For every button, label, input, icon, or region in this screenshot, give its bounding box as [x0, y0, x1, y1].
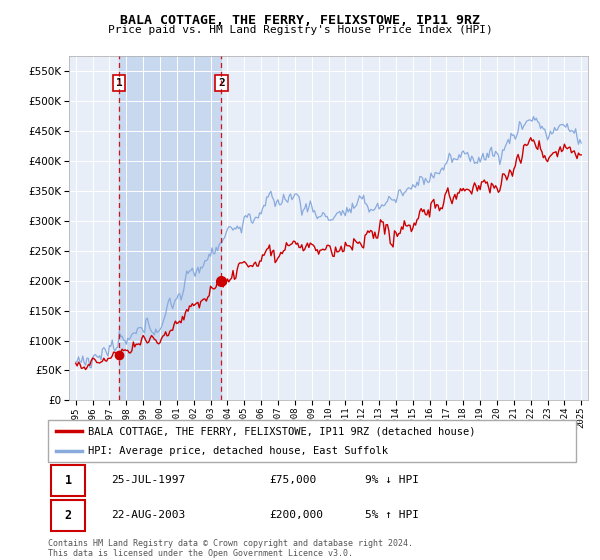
Text: 9% ↓ HPI: 9% ↓ HPI [365, 475, 419, 485]
Text: BALA COTTAGE, THE FERRY, FELIXSTOWE, IP11 9RZ (detached house): BALA COTTAGE, THE FERRY, FELIXSTOWE, IP1… [88, 426, 475, 436]
Text: 25-JUL-1997: 25-JUL-1997 [112, 475, 185, 485]
Text: 2: 2 [65, 508, 71, 522]
Text: Contains HM Land Registry data © Crown copyright and database right 2024.
This d: Contains HM Land Registry data © Crown c… [48, 539, 413, 558]
Text: 1: 1 [65, 474, 71, 487]
Text: Price paid vs. HM Land Registry's House Price Index (HPI): Price paid vs. HM Land Registry's House … [107, 25, 493, 35]
Text: 5% ↑ HPI: 5% ↑ HPI [365, 510, 419, 520]
Text: £200,000: £200,000 [270, 510, 324, 520]
Bar [50, 465, 85, 496]
Text: 2: 2 [218, 78, 225, 88]
Text: BALA COTTAGE, THE FERRY, FELIXSTOWE, IP11 9RZ: BALA COTTAGE, THE FERRY, FELIXSTOWE, IP1… [120, 14, 480, 27]
Text: 22-AUG-2003: 22-AUG-2003 [112, 510, 185, 520]
Text: HPI: Average price, detached house, East Suffolk: HPI: Average price, detached house, East… [88, 446, 388, 456]
Bar [50, 500, 85, 531]
Text: 1: 1 [116, 78, 122, 88]
Bar [119, 56, 221, 400]
Text: £75,000: £75,000 [270, 475, 317, 485]
